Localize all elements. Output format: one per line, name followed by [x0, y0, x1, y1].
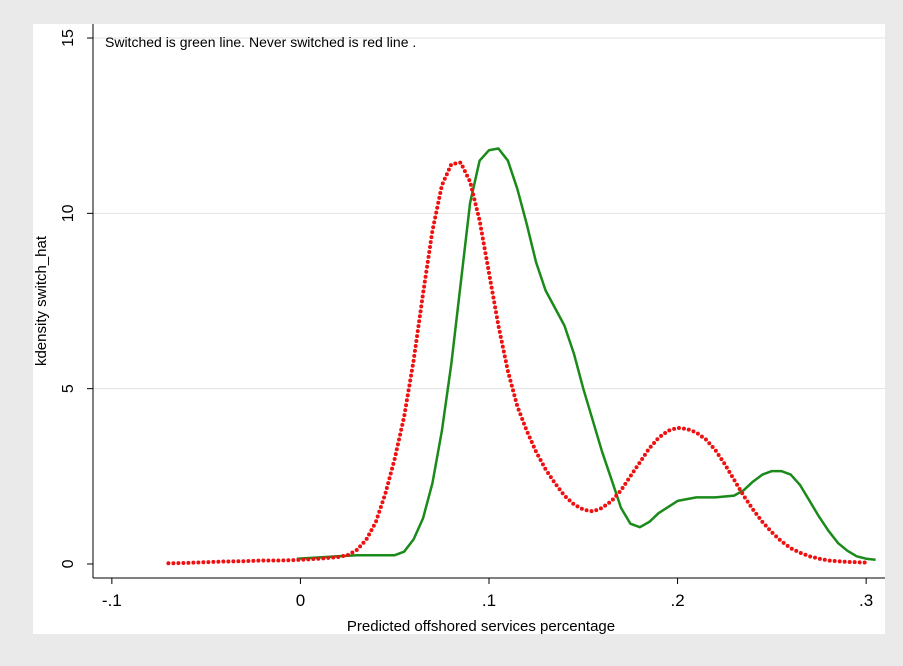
gridlines: [93, 37, 885, 390]
y-axis-label: kdensity switch_hat: [33, 235, 50, 366]
series-layer: [166, 147, 876, 566]
y-tick-label: 0: [60, 559, 77, 568]
x-ticks: -.1 0 .1 .2 .3: [102, 578, 873, 610]
chart-background: [33, 24, 885, 634]
series-line-never-switched: [166, 160, 869, 566]
y-ticks: 0 5 10 15: [60, 29, 93, 568]
x-tick-label: .2: [670, 591, 684, 610]
y-tick-label: 5: [60, 384, 77, 393]
x-tick-label: .3: [859, 591, 873, 610]
series-line-switched: [296, 147, 876, 562]
x-tick-label: -.1: [102, 591, 122, 610]
x-tick-label: 0: [296, 591, 305, 610]
x-tick-label: .1: [482, 591, 496, 610]
y-tick-label: 10: [60, 204, 77, 222]
y-tick-label: 15: [60, 29, 77, 47]
chart-annotation: Switched is green line. Never switched i…: [105, 34, 416, 50]
x-axis-label: Predicted offshored services percentage: [347, 618, 615, 635]
